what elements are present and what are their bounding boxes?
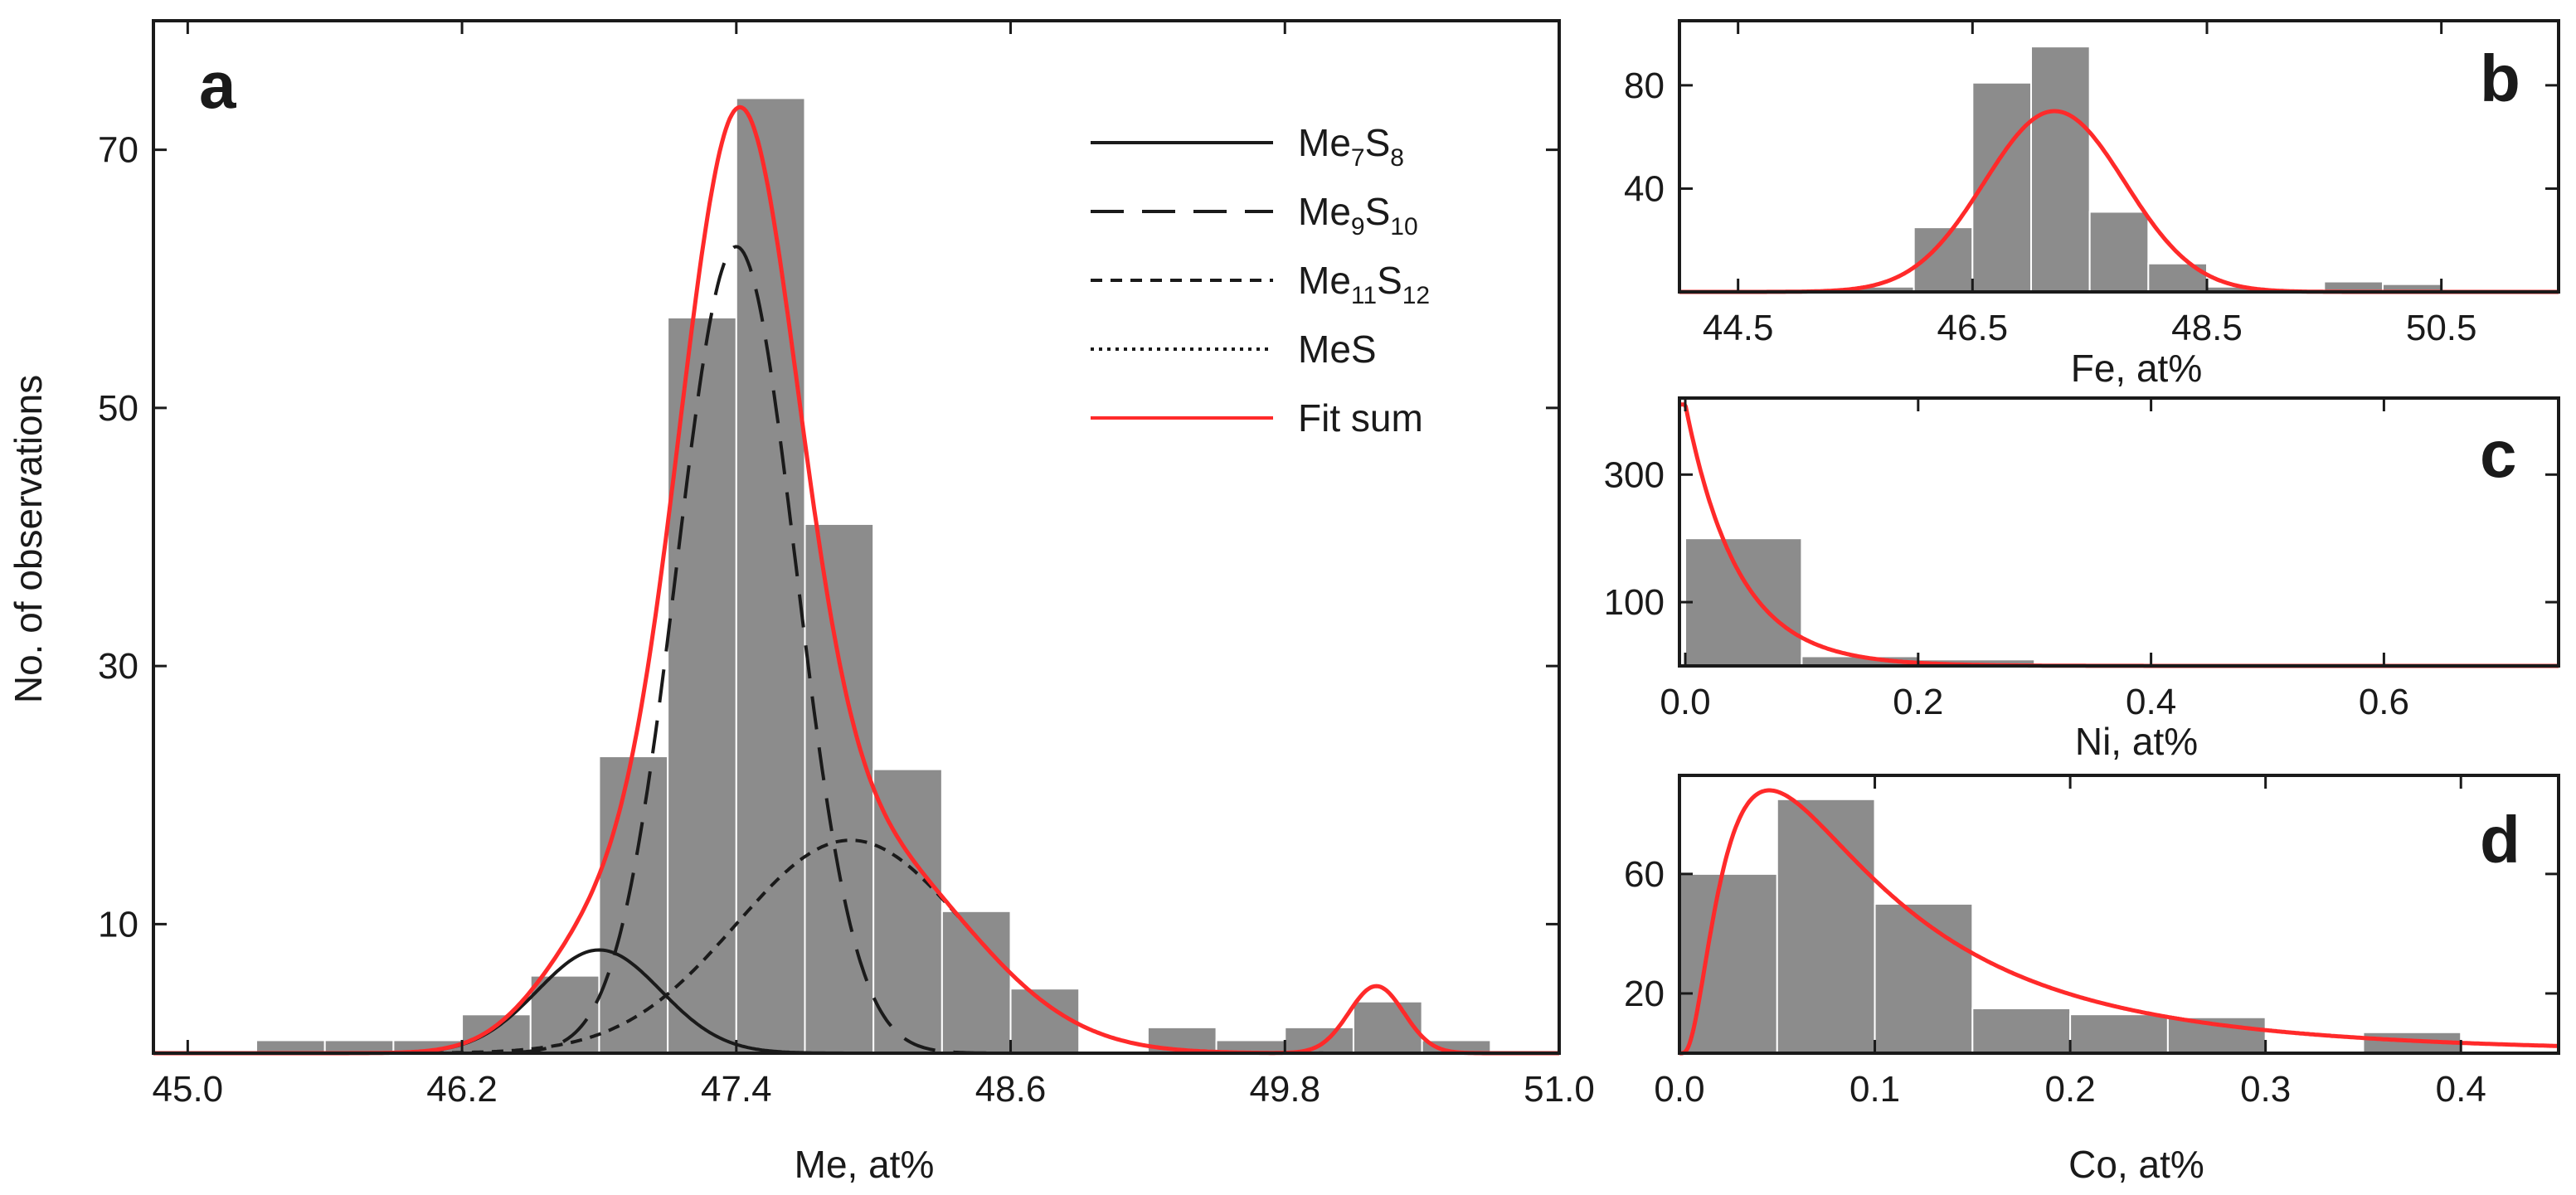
panel-d-ticks: 0.0 0.1 0.2 0.3 0.4 20 60 (1624, 775, 2559, 1110)
panel-a-letter: a (199, 48, 236, 122)
panel-d-bars (1679, 798, 2462, 1055)
legend-label-5: Fit sum (1298, 396, 1423, 440)
panel-a-frame (152, 19, 1561, 1055)
y-tick-label: 100 (1604, 582, 1665, 623)
y-tick-label: 20 (1624, 974, 1665, 1014)
x-tick-label: 0.0 (1654, 1069, 1704, 1110)
panel-d-letter: d (2480, 803, 2520, 877)
histogram-bar (2030, 46, 2091, 294)
x-tick-label: 0.2 (1893, 682, 1943, 722)
histogram-bar (2069, 1013, 2169, 1054)
y-tick-label: 10 (98, 904, 139, 945)
x-tick-label: 50.5 (2406, 308, 2477, 348)
panel-a-legend: Me7S8 Me9S10 Me11S12 MeS Fit sum (1091, 121, 1430, 440)
panel-c-curves (1679, 402, 2559, 668)
panel-c-ticks: 0.0 0.2 0.4 0.6 100 300 (1604, 398, 2559, 722)
x-tick-label: 48.5 (2171, 308, 2243, 348)
x-tick-label: 0.6 (2359, 682, 2409, 722)
histogram-bar (940, 910, 1012, 1054)
legend-label-3: Me11S12 (1298, 259, 1430, 309)
x-tick-label: 0.2 (2045, 1069, 2096, 1110)
x-tick-label: 47.4 (701, 1069, 772, 1110)
panel-b-xlabel: Fe, at% (2071, 347, 2203, 390)
y-tick-label: 300 (1604, 454, 1665, 495)
x-tick-label: 0.3 (2240, 1069, 2291, 1110)
y-tick-label: 70 (98, 130, 139, 171)
panel-c-xlabel: Ni, at% (2075, 720, 2198, 763)
panel-c-bars (1684, 537, 2269, 668)
panel-a-bars (255, 97, 1492, 1054)
panel-c-letter: c (2480, 417, 2517, 491)
panel-b-letter: b (2480, 41, 2520, 115)
histogram-bar (1684, 537, 1803, 668)
x-tick-label: 46.5 (1937, 308, 2009, 348)
x-tick-label: 0.4 (2436, 1069, 2486, 1110)
x-tick-label: 0.1 (1849, 1069, 1900, 1110)
histogram-bar (735, 97, 806, 1054)
histogram-bar (598, 755, 669, 1054)
x-tick-label: 0.4 (2126, 682, 2176, 722)
panel-c-frame (1678, 396, 2560, 668)
panel-a-me-histogram: 45.0 46.2 47.4 48.6 49.8 51.0 10 30 50 70 a Me, a… (7, 19, 1595, 1186)
x-tick-label: 0.0 (1660, 682, 1710, 722)
histogram-bar (1971, 1007, 2072, 1055)
legend-label-1: Me7S8 (1298, 121, 1404, 172)
y-tick-label: 80 (1624, 66, 1665, 106)
x-tick-label: 48.6 (975, 1069, 1047, 1110)
panel-d-co-histogram: 0.0 0.1 0.2 0.3 0.4 20 60 d Co, at% (1624, 774, 2560, 1186)
y-tick-label: 40 (1624, 168, 1665, 209)
x-tick-label: 45.0 (153, 1069, 224, 1110)
y-tick-label: 30 (98, 646, 139, 687)
panel-b-bars (1854, 46, 2442, 294)
panel-b-frame (1678, 19, 2560, 294)
x-tick-label: 51.0 (1524, 1069, 1595, 1110)
panel-b-fe-histogram: 44.5 46.5 48.5 50.5 40 80 b Fe, at% (1624, 19, 2560, 390)
x-tick-label: 44.5 (1703, 308, 1774, 348)
y-tick-label: 60 (1624, 854, 1665, 895)
x-tick-label: 46.2 (426, 1069, 498, 1110)
legend-label-2: Me9S10 (1298, 190, 1418, 240)
panel-d-frame (1678, 774, 2560, 1055)
y-tick-label: 50 (98, 388, 139, 429)
panel-a-ylabel: No. of observations (7, 375, 50, 703)
histogram-bar (1284, 1026, 1354, 1054)
x-tick-label: 49.8 (1249, 1069, 1320, 1110)
panel-b-ticks: 44.5 46.5 48.5 50.5 40 80 (1624, 21, 2559, 348)
panel-d-xlabel: Co, at% (2068, 1143, 2204, 1186)
panel-c-ni-histogram: 0.0 0.2 0.4 0.6 100 300 c Ni, at% (1604, 396, 2560, 763)
fit-curve (1679, 402, 2559, 668)
panel-a-ticks: 45.0 46.2 47.4 48.6 49.8 51.0 10 30 50 70 (98, 21, 1595, 1110)
histogram-bar (1874, 902, 1974, 1054)
histogram-bar (461, 1013, 532, 1054)
fit-curve (1679, 788, 2559, 1056)
histogram-bar (1776, 798, 1876, 1054)
legend-label-4: MeS (1298, 328, 1377, 371)
histogram-bar (1352, 1000, 1423, 1054)
histogram-bar (2088, 211, 2150, 293)
panel-d-curves (1679, 788, 2559, 1056)
panel-a-xlabel: Me, at% (795, 1143, 935, 1186)
